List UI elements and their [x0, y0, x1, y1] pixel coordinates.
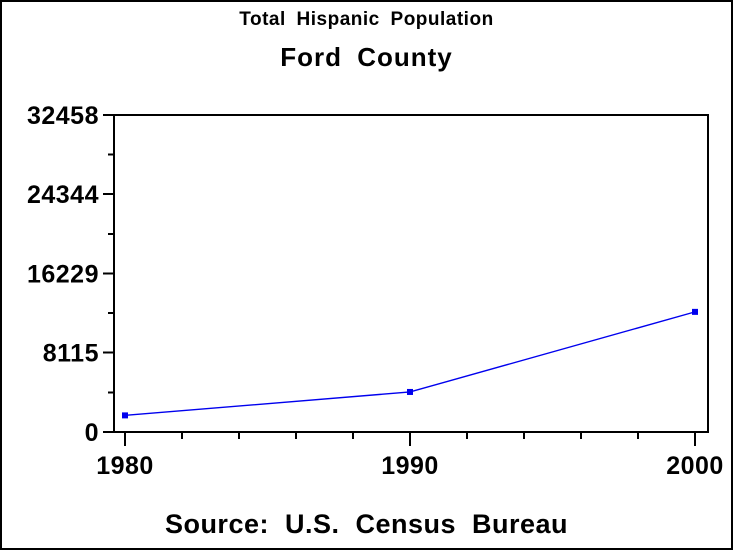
- y-tick-label: 32458: [27, 102, 99, 130]
- x-tick-label: 1990: [381, 452, 439, 480]
- chart-title: Total Hispanic Population: [239, 9, 494, 30]
- data-point: [407, 388, 413, 395]
- source-footnote: Source: U.S. Census Bureau: [164, 509, 569, 539]
- data-point: [122, 412, 128, 419]
- plot-frame: [113, 114, 709, 433]
- data-point: [692, 308, 698, 315]
- y-tick-label: 16229: [27, 261, 99, 289]
- y-tick-label: 8115: [43, 340, 99, 368]
- chart-subtitle: Ford County: [280, 42, 453, 72]
- data-line: [124, 311, 696, 417]
- x-tick-label: 1980: [96, 452, 154, 480]
- x-tick-label: 2000: [666, 452, 724, 480]
- y-tick-label: 0: [85, 419, 99, 447]
- y-tick-label: 24344: [27, 181, 99, 209]
